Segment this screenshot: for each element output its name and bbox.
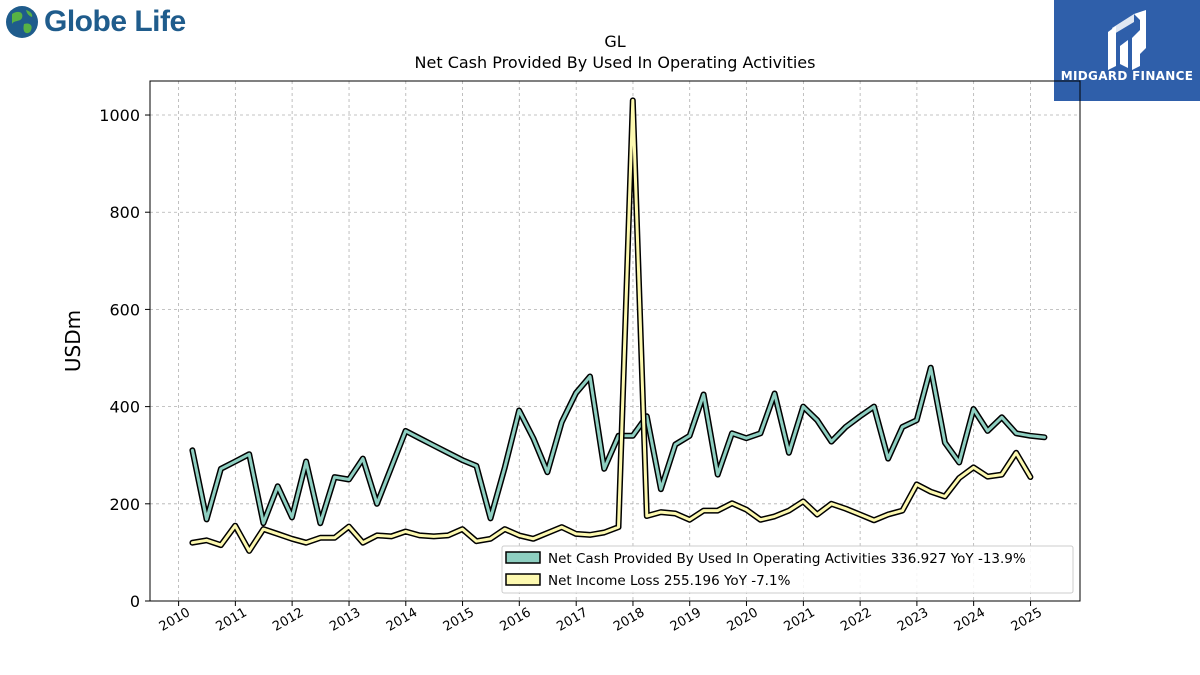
x-tick-label: 2015	[441, 605, 477, 635]
x-tick-label: 2011	[214, 605, 250, 635]
x-tick-label: 2023	[895, 605, 931, 635]
x-tick-label: 2022	[838, 605, 874, 635]
brand-name: Globe Life	[44, 5, 186, 38]
y-tick-label: 600	[109, 300, 140, 319]
legend-swatch-operating-cash	[505, 551, 541, 564]
y-tick-label: 1000	[99, 106, 140, 125]
y-tick-label: 800	[109, 203, 140, 222]
x-tick-label: 2019	[668, 605, 704, 635]
legend-frame	[501, 545, 1074, 594]
x-tick-label: 2018	[611, 605, 647, 635]
x-tick-label: 2016	[497, 605, 533, 635]
x-tick-label: 2020	[725, 605, 761, 635]
x-tick-label: 2024	[952, 605, 988, 635]
series-line-outline-net-income	[189, 97, 1034, 554]
x-tick-label: 2017	[554, 605, 590, 635]
plot-series	[189, 97, 1048, 554]
plot-frame	[149, 80, 1081, 602]
midgard-finance-logo: MIDGARD FINANCE	[1054, 0, 1200, 101]
x-tick-label: 2021	[782, 605, 818, 635]
globe-icon	[6, 6, 38, 38]
x-tick-label: 2012	[270, 605, 306, 635]
midgard-logo-icon	[1108, 10, 1146, 70]
series-line-operating-cash	[190, 366, 1046, 525]
x-tick-label: 2013	[327, 605, 363, 635]
x-tick-label: 2025	[1009, 605, 1045, 635]
chart-title: GL	[604, 32, 625, 51]
y-tick-label: 0	[130, 592, 140, 611]
x-tick-label: 2010	[157, 605, 193, 635]
globe-life-logo: Globe Life	[4, 4, 186, 40]
legend-label-operating-cash: Net Cash Provided By Used In Operating A…	[548, 551, 1026, 567]
x-tick-label: 2014	[384, 605, 420, 635]
legend: Net Cash Provided By Used In Operating A…	[501, 545, 1074, 594]
brand-right-name: MIDGARD FINANCE	[1060, 69, 1194, 83]
y-tick-label: 200	[109, 495, 140, 514]
legend-swatch-net-income	[505, 573, 541, 586]
legend-label-net-income: Net Income Loss 255.196 YoY -7.1%	[548, 573, 791, 589]
y-tick-label: 400	[109, 398, 140, 417]
grid	[150, 81, 1080, 602]
chart-subtitle: Net Cash Provided By Used In Operating A…	[415, 53, 816, 72]
series-line-net-income	[190, 98, 1032, 553]
y-axis-label: USDm	[61, 310, 85, 372]
